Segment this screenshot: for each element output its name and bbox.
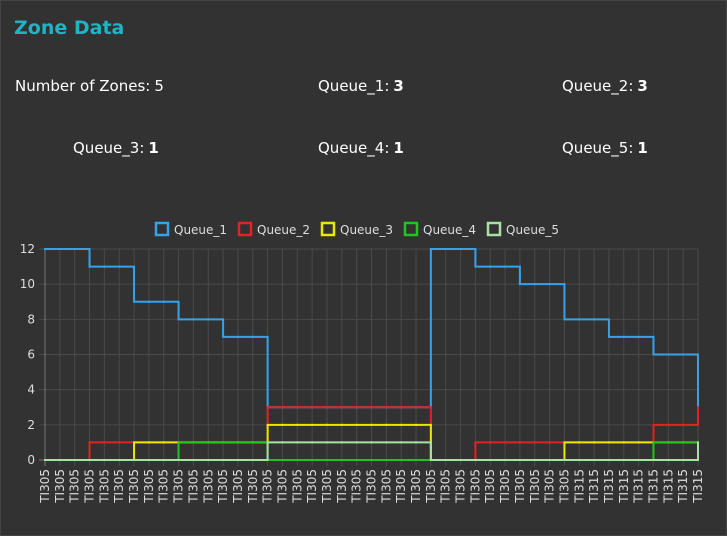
x-tick-label: TI305 (38, 469, 52, 504)
legend-swatch (154, 221, 170, 237)
stat: Queue_5: 1 (562, 139, 648, 157)
series (44, 441, 699, 461)
x-tick-label: TI305 (350, 469, 364, 504)
x-tick-label: TI305 (379, 469, 393, 504)
legend-label: Queue_4 (423, 223, 476, 237)
x-tick-label: TI305 (97, 469, 111, 504)
stat-label: Queue_4: (318, 139, 390, 157)
x-tick-label: TI305 (543, 469, 557, 504)
x-tick-label: TI305 (424, 469, 438, 504)
x-tick-label: TI305 (365, 469, 379, 504)
stat-value: 1 (393, 139, 404, 157)
y-tick-label: 0 (27, 453, 35, 467)
stat-label: Queue_1: (318, 77, 390, 95)
x-tick-label: TI315 (691, 469, 705, 504)
y-tick-label: 12 (20, 242, 35, 256)
legend-item: Queue_4 (403, 221, 476, 237)
stat-label: Queue_3: (73, 139, 145, 157)
x-tick-label: TI305 (112, 469, 126, 504)
x-tick-label: TI305 (231, 469, 245, 504)
x-tick-label: TI305 (127, 469, 141, 504)
legend-label: Queue_5 (506, 223, 559, 237)
y-tick-label: 2 (27, 418, 35, 432)
x-tick-label: TI305 (68, 469, 82, 504)
x-tick-label: TI305 (186, 469, 200, 504)
x-tick-label: TI305 (320, 469, 334, 504)
x-tick-label: TI305 (172, 469, 186, 504)
x-tick-label: TI305 (142, 469, 156, 504)
x-tick-label: TI305 (454, 469, 468, 504)
legend-swatch (320, 221, 336, 237)
x-tick-label: TI305 (290, 469, 304, 504)
x-tick-label: TI305 (557, 469, 571, 504)
x-tick-label: TI305 (275, 469, 289, 504)
stat-label: Number of Zones: (15, 77, 151, 95)
legend-label: Queue_1 (174, 223, 227, 237)
x-tick-label: TI315 (617, 469, 631, 504)
x-tick-label: TI305 (498, 469, 512, 504)
y-tick-label: 8 (27, 312, 35, 326)
stat: Queue_4: 1 (318, 139, 404, 157)
x-tick-label: TI305 (394, 469, 408, 504)
x-tick-label: TI305 (483, 469, 497, 504)
y-tick-label: 6 (27, 348, 35, 362)
y-tick-label: 10 (20, 277, 35, 291)
stat-value: 3 (637, 77, 648, 95)
legend-item: Queue_1 (154, 221, 227, 237)
x-tick-label: TI305 (216, 469, 230, 504)
x-tick-label: TI305 (468, 469, 482, 504)
x-tick-label: TI305 (201, 469, 215, 504)
x-tick-label: TI305 (157, 469, 171, 504)
x-tick-label: TI315 (602, 469, 616, 504)
title: Zone Data (14, 17, 125, 39)
stat: Queue_3: 1 (73, 139, 159, 157)
x-tick-label: TI315 (632, 469, 646, 504)
legend-item: Queue_2 (237, 221, 310, 237)
x-tick-label: TI315 (676, 469, 690, 504)
x-tick-label: TI305 (305, 469, 319, 504)
stat-label: Queue_2: (562, 77, 634, 95)
legend-item: Queue_5 (486, 221, 559, 237)
x-tick-label: TI305 (335, 469, 349, 504)
x-tick-label: TI315 (587, 469, 601, 504)
legend-swatch (237, 221, 253, 237)
legend-swatch (486, 221, 502, 237)
stat-value: 1 (637, 139, 648, 157)
stat-label: Queue_5: (562, 139, 634, 157)
stat-value: 5 (154, 77, 164, 95)
x-tick-label: TI305 (83, 469, 97, 504)
x-tick-label: TI315 (572, 469, 586, 504)
stat-value: 1 (148, 139, 159, 157)
stat: Queue_1: 3 (318, 77, 404, 95)
legend-label: Queue_2 (257, 223, 310, 237)
stat: Number of Zones: 5 (15, 77, 164, 95)
x-tick-label: TI305 (246, 469, 260, 504)
x-tick-label: TI305 (528, 469, 542, 504)
x-tick-label: TI305 (439, 469, 453, 504)
legend-swatch (403, 221, 419, 237)
legend-item: Queue_3 (320, 221, 393, 237)
stat: Queue_2: 3 (562, 77, 648, 95)
x-tick-label: TI305 (513, 469, 527, 504)
x-tick-label: TI305 (53, 469, 67, 504)
stat-value: 3 (393, 77, 404, 95)
x-tick-label: TI305 (409, 469, 423, 504)
x-tick-label: TI305 (261, 469, 275, 504)
y-tick-label: 4 (27, 383, 35, 397)
legend-label: Queue_3 (340, 223, 393, 237)
x-tick-label: TI315 (661, 469, 675, 504)
x-tick-label: TI315 (646, 469, 660, 504)
